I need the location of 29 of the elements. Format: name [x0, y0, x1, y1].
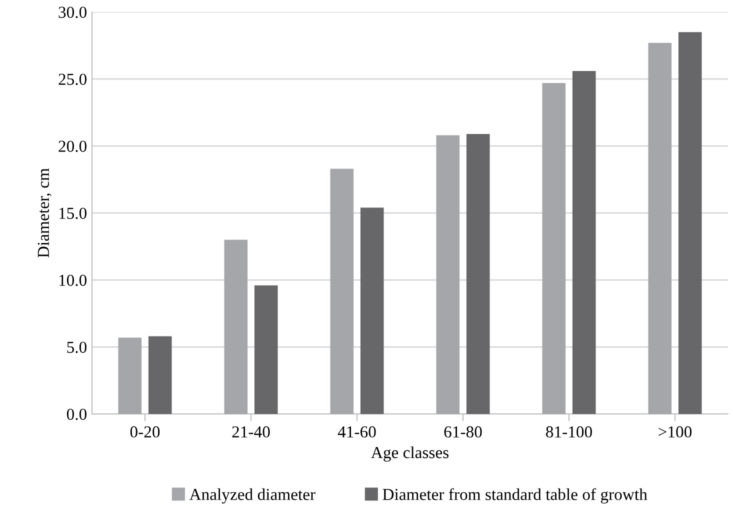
x-tick-label: 81-100: [546, 426, 592, 438]
bar: [572, 70, 596, 414]
y-tick-label: 0.0: [66, 408, 87, 420]
bar: [542, 83, 566, 414]
y-tick-label: 15.0: [59, 208, 87, 220]
bar: [436, 135, 460, 414]
legend-label: Analyzed diameter: [189, 488, 316, 504]
x-tick-label: 61-80: [444, 426, 482, 438]
bar: [648, 42, 672, 414]
y-tick-label: 30.0: [58, 6, 87, 18]
x-axis-title: Age classes: [371, 446, 448, 462]
x-tick-label: 0-20: [130, 426, 160, 438]
legend-label: Diameter from standard table of growth: [382, 488, 648, 504]
bar: [254, 285, 278, 414]
bar: [148, 336, 172, 414]
bar: [360, 208, 384, 414]
bar: [224, 240, 248, 414]
x-tick-label: 21-40: [232, 426, 270, 438]
y-tick-label: 25.0: [58, 74, 87, 86]
y-tick-label: 20.0: [58, 140, 87, 152]
bar: [118, 338, 142, 414]
bar: [330, 168, 354, 414]
y-tick-label: 5.0: [67, 342, 87, 354]
y-axis-title: Diameter, cm: [38, 168, 52, 258]
bar: [678, 32, 702, 414]
y-tick-label: 10.0: [59, 274, 87, 286]
x-tick-label: 41-60: [338, 426, 376, 438]
bar: [466, 134, 490, 414]
x-tick-label: >100: [658, 426, 692, 438]
